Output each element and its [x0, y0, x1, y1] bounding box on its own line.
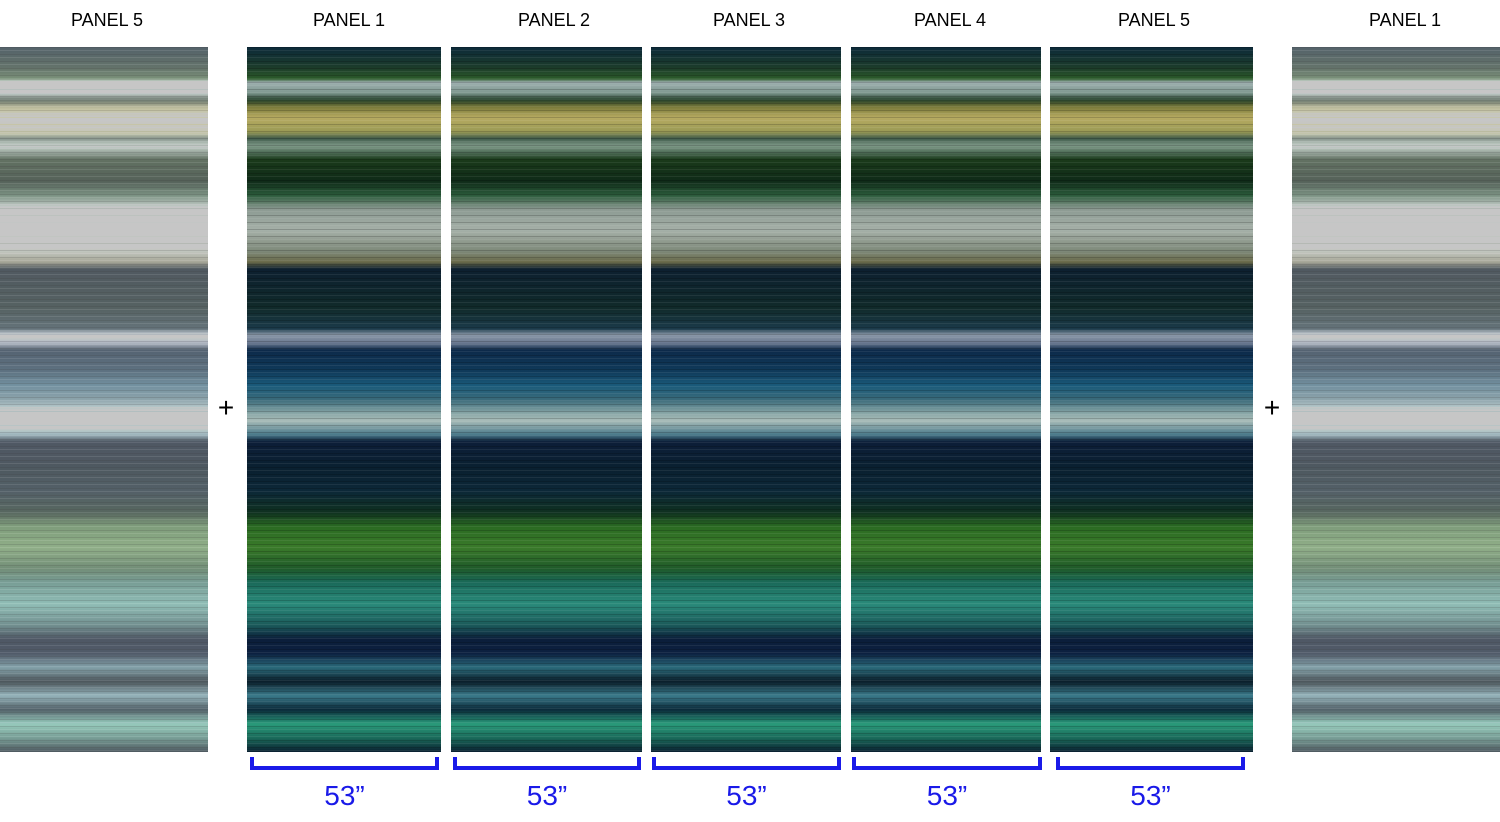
panel: [851, 47, 1041, 752]
panel-width: 53”: [726, 780, 767, 811]
panel-label: PANEL 2: [517, 10, 591, 30]
panel-label: PANEL 1: [1368, 10, 1442, 30]
join-sign: +: [1263, 392, 1281, 423]
width-bracket: [1056, 757, 1245, 770]
join-sign: +: [217, 392, 235, 423]
panel: [451, 47, 642, 752]
width-bracket: [250, 757, 439, 770]
panel-width: 53”: [324, 780, 365, 811]
panel-label: PANEL 3: [712, 10, 786, 30]
adjacent-panel: [0, 47, 208, 752]
panel-width: 53”: [526, 780, 568, 811]
width-bracket: [652, 757, 841, 770]
panel-width: 53”: [926, 780, 968, 811]
panel-label: PANEL 4: [913, 10, 987, 30]
panel-label: PANEL 1: [312, 10, 386, 30]
panel: [1050, 47, 1253, 752]
width-bracket: [852, 757, 1042, 770]
panel-label: PANEL 5: [70, 10, 144, 30]
panel: [247, 47, 441, 752]
panel-label: PANEL 5: [1117, 10, 1191, 30]
panel-width: 53”: [1130, 780, 1171, 811]
width-bracket: [453, 757, 641, 770]
panel: [651, 47, 841, 752]
adjacent-panel: [1292, 47, 1500, 752]
